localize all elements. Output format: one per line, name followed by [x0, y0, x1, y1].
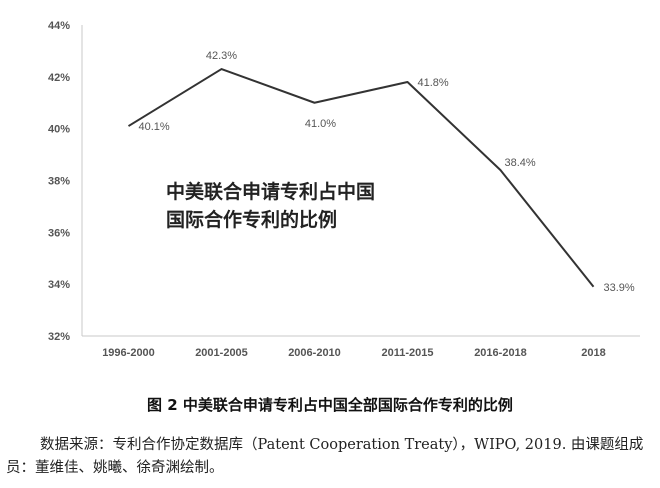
y-tick-label: 32% [48, 331, 70, 343]
data-label: 40.1% [139, 121, 170, 133]
chart-title: 中美联合申请专利占中国 国际合作专利的比例 [166, 178, 375, 234]
data-label: 42.3% [206, 50, 237, 62]
y-tick-label: 34% [48, 279, 70, 291]
data-label: 41.0% [305, 118, 336, 130]
source-note: 数据来源：专利合作协定数据库（Patent Cooperation Treaty… [6, 437, 644, 476]
x-tick-label: 2018 [581, 347, 605, 359]
chart-title-line-2: 国际合作专利的比例 [166, 209, 338, 231]
y-tick-label: 38% [48, 176, 70, 188]
line-chart: 32% 34% 36% 38% 40% 42% 44% 1996-2000 2001-2005… [48, 20, 640, 359]
figure-caption: 图 2 中美联合申请专利占中国全部国际合作专利的比例 [147, 396, 513, 414]
y-tick-label: 44% [48, 20, 70, 32]
x-tick-label: 2006-2010 [288, 347, 341, 359]
y-tick-label: 42% [48, 72, 70, 84]
data-label: 33.9% [604, 282, 635, 294]
x-tick-label: 2016-2018 [474, 347, 527, 359]
data-label: 41.8% [418, 77, 449, 89]
x-tick-label: 2011-2015 [382, 347, 434, 359]
y-tick-label: 40% [48, 124, 70, 136]
x-tick-label: 1996-2000 [102, 347, 155, 359]
x-tick-label: 2001-2005 [195, 347, 248, 359]
chart-title-line-1: 中美联合申请专利占中国 [166, 181, 376, 203]
data-label: 38.4% [505, 157, 536, 169]
series-line [127, 68, 595, 288]
y-tick-label: 36% [48, 227, 70, 239]
